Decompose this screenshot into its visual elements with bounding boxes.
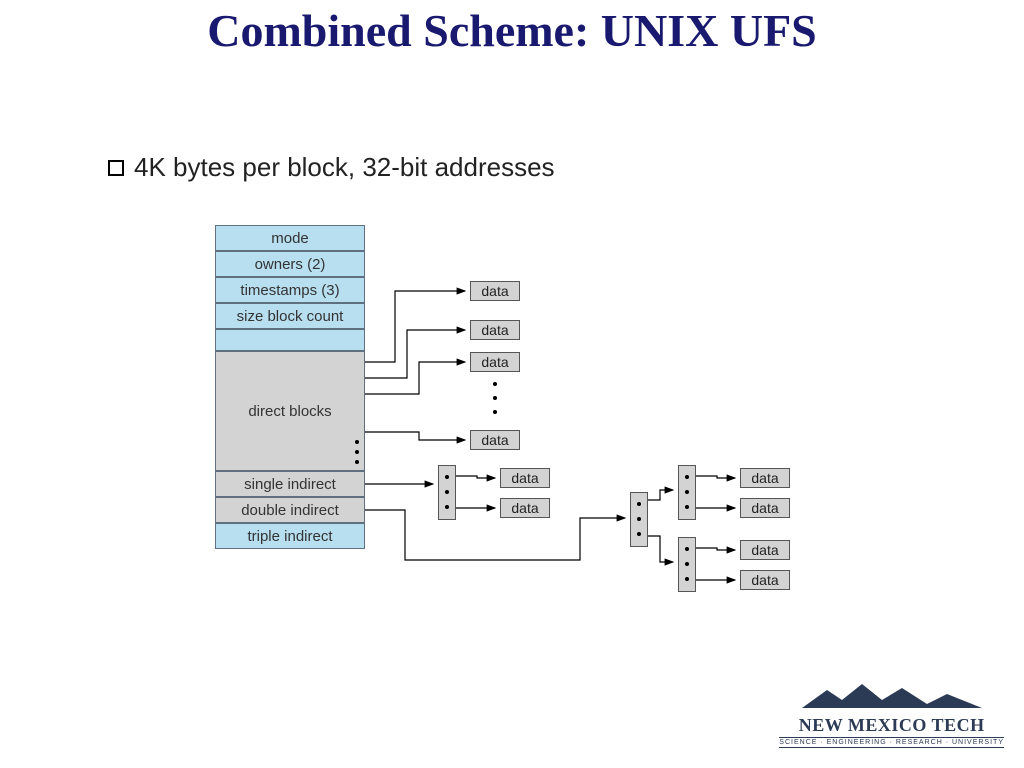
ellipsis-dot bbox=[685, 505, 689, 509]
data-block: data bbox=[500, 468, 550, 488]
inode-cell: owners (2) bbox=[215, 251, 365, 277]
data-block: data bbox=[470, 281, 520, 301]
logo-name: NEW MEXICO TECH bbox=[779, 715, 1004, 736]
ellipsis-dot bbox=[493, 382, 497, 386]
inode-cell: single indirect bbox=[215, 471, 365, 497]
data-block: data bbox=[740, 468, 790, 488]
ellipsis-dot bbox=[445, 475, 449, 479]
inode-cell: mode bbox=[215, 225, 365, 251]
inode-cell bbox=[215, 329, 365, 351]
data-block: data bbox=[470, 352, 520, 372]
data-block: data bbox=[740, 540, 790, 560]
ellipsis-dot bbox=[445, 490, 449, 494]
ellipsis-dot bbox=[685, 547, 689, 551]
ellipsis-dot bbox=[637, 532, 641, 536]
data-block: data bbox=[500, 498, 550, 518]
mountain-icon bbox=[797, 680, 987, 710]
inode-cell: triple indirect bbox=[215, 523, 365, 549]
data-block: data bbox=[470, 430, 520, 450]
data-block: data bbox=[740, 498, 790, 518]
slide: Combined Scheme: UNIX UFS 4K bytes per b… bbox=[0, 0, 1024, 768]
slide-title: Combined Scheme: UNIX UFS bbox=[0, 6, 1024, 57]
ellipsis-dot bbox=[445, 505, 449, 509]
ellipsis-dot bbox=[685, 490, 689, 494]
inode-cell: double indirect bbox=[215, 497, 365, 523]
inode-cell: size block count bbox=[215, 303, 365, 329]
ellipsis-dot bbox=[685, 562, 689, 566]
data-block: data bbox=[740, 570, 790, 590]
ellipsis-dot bbox=[493, 396, 497, 400]
ellipsis-dot bbox=[355, 460, 359, 464]
ellipsis-dot bbox=[637, 517, 641, 521]
inode-cell: timestamps (3) bbox=[215, 277, 365, 303]
ellipsis-dot bbox=[493, 410, 497, 414]
university-logo: NEW MEXICO TECH SCIENCE · ENGINEERING · … bbox=[779, 680, 1004, 748]
connector-lines bbox=[0, 0, 1024, 768]
bullet-text: 4K bytes per block, 32-bit addresses bbox=[134, 152, 555, 183]
ellipsis-dot bbox=[355, 440, 359, 444]
ellipsis-dot bbox=[685, 577, 689, 581]
inode-cell: direct blocks bbox=[215, 351, 365, 471]
logo-subtitle: SCIENCE · ENGINEERING · RESEARCH · UNIVE… bbox=[779, 737, 1004, 748]
ellipsis-dot bbox=[637, 502, 641, 506]
ellipsis-dot bbox=[685, 475, 689, 479]
data-block: data bbox=[470, 320, 520, 340]
ellipsis-dot bbox=[355, 450, 359, 454]
bullet-row: 4K bytes per block, 32-bit addresses bbox=[108, 152, 555, 183]
bullet-square-icon bbox=[108, 160, 124, 176]
